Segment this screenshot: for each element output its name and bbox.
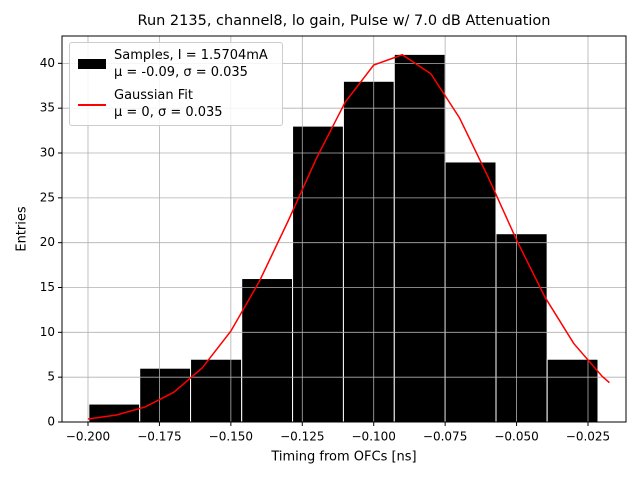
legend-entry: Samples, I = 1.5704mA μ = -0.09, σ = 0.0… <box>70 47 282 83</box>
x-tick-label: −0.100 <box>352 430 396 444</box>
x-tick-label: −0.075 <box>423 430 467 444</box>
legend-swatch <box>78 104 106 106</box>
x-tick-label: −0.200 <box>66 430 110 444</box>
bar <box>342 80 395 423</box>
bar <box>546 358 599 423</box>
y-tick-label: 5 <box>47 370 55 384</box>
legend-entry: Gaussian Fit μ = 0, σ = 0.035 <box>70 87 282 123</box>
legend: Samples, I = 1.5704mA μ = -0.09, σ = 0.0… <box>69 42 283 126</box>
bar <box>88 403 141 423</box>
y-tick-label: 20 <box>40 235 55 249</box>
legend-label: Gaussian Fit μ = 0, σ = 0.035 <box>114 88 223 120</box>
bar <box>139 367 192 423</box>
bar <box>190 358 243 423</box>
y-axis-label: Entries <box>15 206 30 252</box>
y-tick-label: 40 <box>40 56 55 70</box>
bar <box>393 53 446 423</box>
x-tick-label: −0.050 <box>494 430 538 444</box>
y-tick-label: 30 <box>40 146 55 160</box>
axes-frame <box>61 35 627 423</box>
y-tick-label: 15 <box>40 280 55 294</box>
y-tick-label: 35 <box>40 101 55 115</box>
bar <box>495 233 548 423</box>
y-tick-label: 10 <box>40 325 55 339</box>
y-tick-label: 25 <box>40 190 55 204</box>
x-tick-label: −0.175 <box>137 430 181 444</box>
x-tick-label: −0.125 <box>280 430 324 444</box>
x-tick-label: −0.150 <box>209 430 253 444</box>
bar <box>292 125 344 423</box>
chart-title: Run 2135, channel8, lo gain, Pulse w/ 7.… <box>138 13 551 29</box>
legend-label: Samples, I = 1.5704mA μ = -0.09, σ = 0.0… <box>114 48 268 80</box>
bar <box>444 161 497 423</box>
legend-swatch <box>78 59 106 69</box>
fit-line <box>87 53 610 420</box>
y-tick-label: 0 <box>47 415 55 429</box>
x-axis-label: Timing from OFCs [ns] <box>270 450 416 465</box>
x-tick-label: −0.025 <box>566 430 610 444</box>
